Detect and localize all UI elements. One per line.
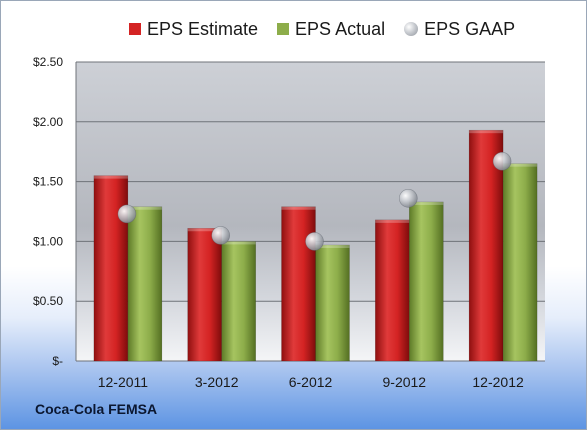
legend-label-eps-estimate: EPS Estimate — [147, 18, 259, 39]
x-axis-ticks: 12-2011 3-2012 6-2012 9-2012 12-2012 — [98, 374, 524, 390]
legend-item-eps-gaap: EPS GAAP — [404, 19, 515, 40]
bar-top-cap — [503, 163, 538, 167]
company-name: Coca-Cola FEMSA — [35, 401, 158, 417]
bar-top-cap — [315, 244, 350, 248]
bar-eps-actual — [221, 241, 256, 362]
marker-eps-gaap — [305, 232, 324, 251]
bar-eps-estimate — [281, 206, 316, 362]
bar-top-cap — [281, 206, 316, 210]
marker-eps-gaap — [492, 151, 512, 171]
legend-swatch-eps-actual — [277, 23, 290, 35]
bar-eps-actual — [502, 163, 538, 362]
bar-eps-actual — [315, 244, 350, 362]
marker-eps-gaap — [398, 189, 418, 208]
x-tick-label: 9-2012 — [383, 374, 427, 390]
bar-top-cap — [93, 175, 128, 179]
gaap-markers — [117, 151, 512, 251]
x-tick-label: 12-2011 — [98, 374, 149, 390]
bars — [93, 129, 538, 362]
x-tick-label: 3-2012 — [195, 374, 239, 390]
y-tick-label: $- — [52, 354, 63, 368]
bar-eps-estimate — [375, 219, 410, 362]
bar-top-cap — [127, 206, 162, 210]
y-tick-label: $2.00 — [33, 115, 63, 129]
legend-marker-eps-gaap — [404, 22, 419, 36]
marker-eps-gaap — [117, 204, 137, 224]
y-tick-label: $1.50 — [33, 175, 63, 189]
bar-top-cap — [409, 201, 444, 205]
y-axis-ticks: $- $0.50 $1.00 $1.50 $2.00 $2.50 — [33, 55, 63, 368]
legend-item-eps-estimate: EPS Estimate — [129, 19, 258, 40]
bar-eps-actual — [127, 206, 163, 362]
bar-eps-estimate — [93, 175, 129, 362]
legend-label-eps-gaap: EPS GAAP — [424, 18, 516, 39]
marker-eps-gaap — [211, 226, 230, 245]
legend-item-eps-actual: EPS Actual — [277, 19, 385, 40]
x-tick-label: 12-2012 — [472, 374, 524, 390]
y-tick-label: $0.50 — [33, 294, 63, 308]
legend-swatch-eps-estimate — [129, 23, 141, 35]
bar-eps-actual — [409, 201, 444, 362]
x-tick-label: 6-2012 — [289, 374, 333, 390]
bar-top-cap — [375, 219, 410, 223]
y-tick-label: $1.00 — [33, 234, 63, 248]
bar-eps-estimate — [187, 227, 222, 362]
y-tick-label: $2.50 — [33, 55, 63, 69]
legend: EPS Estimate EPS Actual EPS GAAP — [129, 18, 534, 40]
bar-top-cap — [469, 130, 504, 134]
legend-label-eps-actual: EPS Actual — [295, 18, 386, 39]
bar-top-cap — [221, 241, 256, 245]
bar-top-cap — [187, 228, 222, 232]
